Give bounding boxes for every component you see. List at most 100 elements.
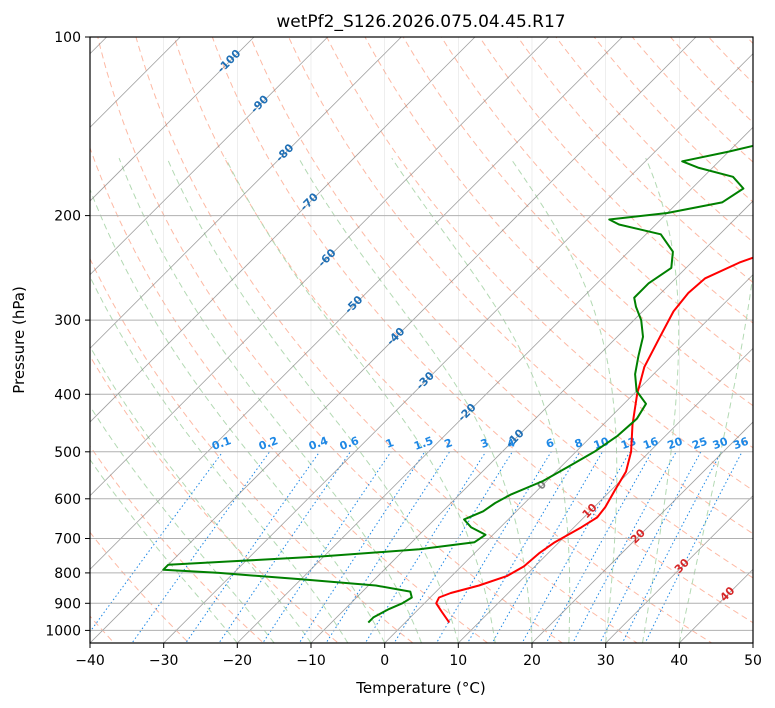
isotherm-line [384, 274, 753, 643]
mixing-ratio-label: 30 [711, 435, 730, 453]
dry-adiabat-line [249, 37, 753, 579]
moist-adiabat-line [298, 157, 533, 643]
isotherm-line [90, 37, 623, 570]
x-axis-label: Temperature (°C) [355, 679, 485, 697]
x-tick-label: −20 [223, 653, 253, 669]
mixing-ratio-label: 1 [384, 436, 396, 451]
y-axis: 100 200 300 400 500 600 700 800 900 1000 [45, 30, 90, 639]
y-tick-label: 100 [54, 30, 81, 46]
mixing-ratio-label: 0.1 [210, 434, 233, 453]
x-axis: −40 −30 −20 −10 0 10 20 30 40 50 [75, 643, 762, 669]
x-tick-label: −10 [296, 653, 326, 669]
chart-title: wetPf2_S126.2026.075.04.45.R17 [276, 12, 565, 32]
dry-adiabat-line [326, 37, 753, 492]
y-tick-label: 500 [54, 445, 81, 461]
plot-frame [89, 36, 754, 644]
isotherm-line [90, 37, 549, 497]
x-tick-label: 20 [523, 653, 541, 669]
isotherm-line [310, 200, 753, 643]
dry-adiabat-line [364, 37, 753, 449]
mixing-ratio-line [644, 451, 743, 643]
isotherm-line [605, 495, 753, 643]
x-tick-label: 30 [597, 653, 615, 669]
dry-adiabat-line [555, 37, 753, 243]
y-tick-label: 1000 [45, 623, 81, 639]
moist-adiabat-line [510, 157, 618, 643]
mixing-ratio-line [131, 451, 271, 643]
x-tick-label: 0 [380, 653, 389, 669]
x-tick-label: 40 [670, 653, 688, 669]
mixing-ratio-label: 16 [641, 435, 660, 453]
y-tick-label: 300 [54, 313, 81, 329]
y-tick-label: 800 [54, 566, 81, 582]
mixing-ratio-label: 6 [544, 436, 556, 451]
isotherm-line [163, 53, 753, 643]
dewpoint-profile-line [162, 144, 753, 624]
dry-adiabat-line [288, 37, 753, 535]
mixing-ratio-label: 13 [619, 435, 638, 452]
y-tick-label: 400 [54, 387, 81, 403]
dry-adiabats [90, 37, 753, 643]
y-tick-label: 200 [54, 209, 81, 225]
dry-adiabat-line [173, 37, 713, 643]
x-tick-label: 50 [744, 653, 762, 669]
moist-adiabat-line [391, 157, 571, 643]
y-tick-label: 600 [54, 492, 81, 508]
dry-adiabat-line [90, 531, 190, 643]
mixing-ratio-line [466, 451, 581, 643]
mixing-ratio-lines [90, 451, 743, 643]
profile-series [162, 144, 753, 624]
mixing-ratio-line [545, 451, 653, 643]
dry-adiabat-line [97, 37, 564, 643]
mixing-ratio-label: 0.4 [307, 434, 330, 453]
dry-adiabat-line [211, 37, 753, 624]
y-tick-label: 900 [54, 596, 81, 612]
isotherm-line [458, 347, 753, 643]
mixing-ratio-label: 3 [479, 436, 491, 451]
isotherm-line [90, 37, 328, 276]
moist-adiabat-line [90, 275, 349, 643]
mixing-ratio-label: 2 [443, 436, 455, 451]
mixing-ratio-label: 0.2 [257, 434, 280, 453]
pressure-gridlines [90, 37, 753, 643]
dry-adiabat-line [90, 257, 414, 643]
dry-adiabat-line [517, 37, 753, 284]
isotherm-line [90, 37, 255, 202]
mixing-ratio-label: 25 [690, 435, 709, 452]
mixing-ratio-label: 8 [573, 436, 585, 451]
dry-adiabat-line [402, 37, 753, 407]
moist-adiabat-line [225, 157, 496, 643]
temperature-profile-line [435, 256, 753, 624]
plot-area: 0.1 0.2 0.4 0.6 1 1.5 2 3 4 6 8 10 13 16 20 25 30 36-100-… [90, 37, 753, 643]
mixing-ratio-line [218, 451, 351, 643]
isotherm-line [531, 421, 753, 643]
mixing-ratio-line [491, 451, 603, 643]
mixing-ratio-label: 10 [592, 435, 611, 453]
moist-adiabat-line [642, 157, 680, 643]
x-tick-label: 10 [449, 653, 467, 669]
isotherms [90, 37, 753, 643]
y-tick-label: 700 [54, 532, 81, 548]
mixing-ratio-label: 36 [731, 435, 750, 453]
x-tick-label: −30 [149, 653, 179, 669]
mixing-ratio-line [185, 451, 321, 643]
isotherm-line [90, 37, 697, 643]
y-axis-label: Pressure (hPa) [10, 286, 28, 394]
dry-adiabat-line [478, 37, 753, 324]
x-tick-label: −40 [75, 653, 105, 669]
isotherm-line [90, 37, 476, 423]
mixing-ratio-line [572, 451, 677, 643]
dry-adiabat-line [90, 355, 339, 643]
mixing-ratio-line [325, 451, 451, 643]
dry-adiabat-line [135, 37, 638, 643]
isotherm-line [237, 126, 753, 643]
mixing-ratio-line [521, 451, 631, 643]
mixing-ratio-label: 0.6 [338, 434, 361, 453]
mixing-ratio-label: 1.5 [412, 434, 435, 453]
mixing-ratio-label: 20 [666, 435, 685, 453]
mixing-ratio-label: 4 [505, 436, 517, 451]
moist-adiabat-line [90, 345, 312, 643]
isotherm-line [90, 37, 402, 349]
